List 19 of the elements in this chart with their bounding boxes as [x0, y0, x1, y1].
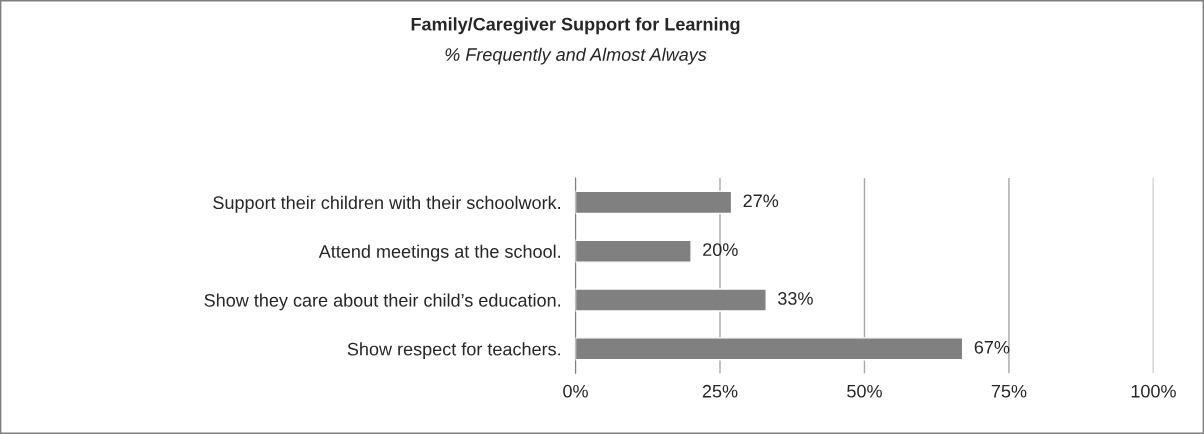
- chart-title: Family/Caregiver Support for Learning: [411, 17, 740, 35]
- data-label: 20%: [703, 243, 738, 257]
- bar: [575, 190, 733, 215]
- y-tick-label: Support their children with their schoolwork.: [213, 195, 560, 213]
- x-tick-label: 75%: [991, 384, 1027, 398]
- x-tick-label: 50%: [847, 384, 882, 398]
- y-tick-label: Attend meetings at the school.: [318, 244, 560, 262]
- x-tick-label: 0%: [563, 384, 588, 398]
- y-tick-label: Show they care about their child’s education.: [204, 293, 560, 311]
- x-tick-label: 100%: [1131, 384, 1176, 398]
- x-tick-label: 25%: [702, 384, 738, 398]
- bar: [575, 239, 692, 263]
- bar: [575, 288, 767, 312]
- bar: [575, 337, 964, 361]
- chart-subtitle: % Frequently and Almost Always: [445, 47, 707, 65]
- data-label: 67%: [974, 340, 1010, 354]
- data-label: 33%: [778, 292, 813, 305]
- data-label: 27%: [743, 194, 779, 208]
- y-tick-label: Show respect for teachers.: [347, 342, 560, 360]
